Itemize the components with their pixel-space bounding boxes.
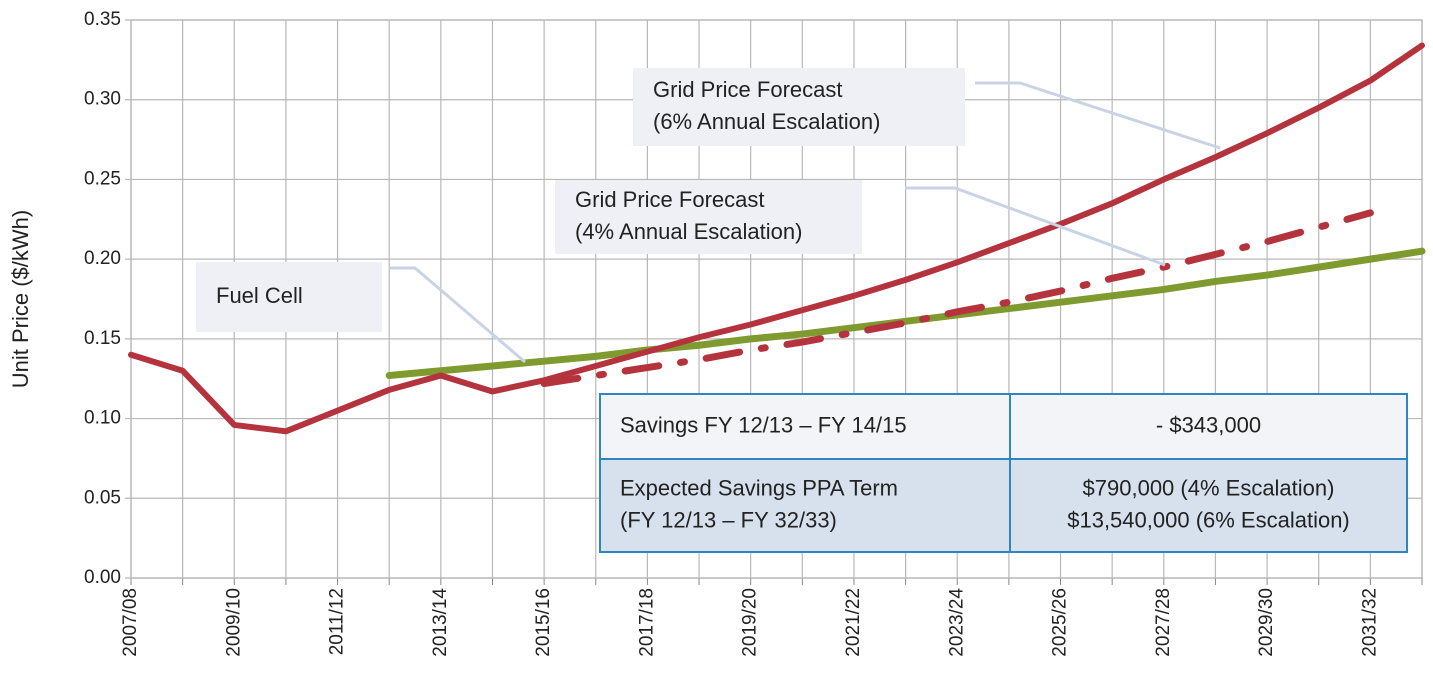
y-axis-title: Unit Price ($/kWh) (8, 210, 33, 388)
series-line (128, 42, 1425, 435)
table-cell: Savings FY 12/13 – FY 14/15 (620, 412, 907, 437)
series-line (385, 247, 1426, 380)
x-tick-label: 2009/10 (223, 588, 244, 657)
y-tick-label: 0.10 (84, 408, 121, 429)
annotation-text: Grid Price Forecast (575, 187, 765, 212)
x-tick-label: 2031/32 (1359, 588, 1380, 657)
table-border (599, 393, 1408, 553)
table-cell: (FY 12/13 – FY 32/33) (620, 507, 837, 532)
x-tick-label: 2017/18 (636, 588, 657, 657)
y-tick-label: 0.25 (84, 168, 121, 189)
annotation-text: (4% Annual Escalation) (575, 219, 802, 244)
leader-line (975, 81, 1221, 150)
annotation-text: Fuel Cell (216, 283, 303, 308)
x-tick-label: 2027/28 (1153, 588, 1174, 657)
table-cell: - $343,000 (1156, 412, 1261, 437)
table-cell: $13,540,000 (6% Escalation) (1067, 507, 1350, 532)
table-cell: $790,000 (4% Escalation) (1083, 475, 1335, 500)
y-tick-label: 0.30 (84, 89, 121, 110)
x-tick-label: 2015/16 (533, 588, 554, 657)
annotation-text: Grid Price Forecast (653, 77, 843, 102)
x-tick-label: 2023/24 (946, 588, 967, 657)
table-cell: Expected Savings PPA Term (620, 475, 898, 500)
y-tick-label: 0.00 (84, 567, 121, 588)
series-line (540, 209, 1374, 387)
x-tick-label: 2029/30 (1256, 588, 1277, 657)
table-row (600, 459, 1407, 552)
y-tick-label: 0.35 (84, 9, 121, 30)
annotation-text: (6% Annual Escalation) (653, 109, 880, 134)
x-tick-label: 2019/20 (740, 588, 761, 657)
x-tick-label: 2011/12 (327, 588, 348, 655)
annotation-box (196, 262, 382, 332)
x-tick-label: 2025/26 (1050, 588, 1071, 657)
annotation-box (633, 68, 965, 146)
y-tick-label: 0.20 (84, 248, 121, 269)
leader-line (390, 266, 526, 364)
y-tick-label: 0.05 (84, 487, 121, 508)
leader-line (905, 186, 1166, 267)
x-tick-label: 2013/14 (430, 588, 451, 657)
x-tick-label: 2007/08 (120, 588, 141, 657)
annotation-box (555, 180, 862, 254)
table-row (600, 394, 1407, 459)
x-tick-label: 2021/22 (843, 588, 864, 657)
y-tick-label: 0.15 (84, 328, 121, 349)
